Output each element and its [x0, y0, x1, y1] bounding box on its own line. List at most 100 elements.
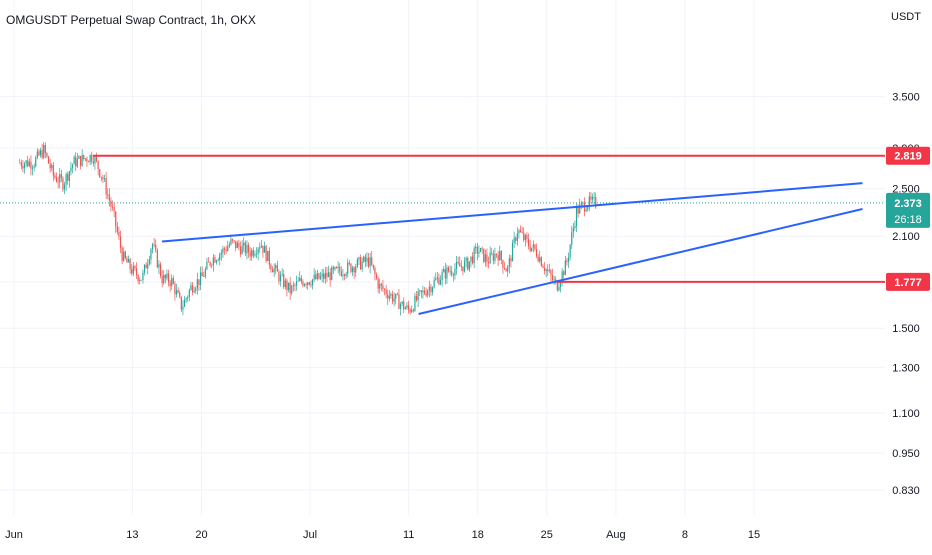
candle-body — [182, 306, 184, 310]
candle-body — [382, 285, 384, 290]
candle-body — [391, 293, 394, 302]
candle-body — [347, 262, 349, 274]
candle-body — [252, 250, 254, 256]
candle-body — [222, 248, 224, 253]
candle-body — [548, 270, 550, 272]
candle-body — [219, 254, 221, 260]
candle-body — [470, 256, 472, 262]
candle-body — [401, 301, 403, 305]
candle-body — [396, 293, 398, 295]
candle-body — [388, 295, 390, 299]
candle-body — [260, 245, 262, 248]
candle-body — [151, 244, 154, 250]
candle-body — [511, 242, 514, 262]
candle-body — [276, 265, 278, 272]
candle-body — [454, 268, 456, 276]
y-tick-label: 1.100 — [892, 408, 920, 420]
candle-body — [118, 231, 120, 237]
candle-body — [459, 263, 461, 267]
candle-body — [270, 264, 272, 270]
candle-body — [489, 252, 491, 264]
candle-body — [247, 244, 250, 253]
candle-body — [423, 290, 426, 294]
upper-trendline[interactable] — [161, 182, 863, 243]
resistance-price-label: 2.819 — [894, 151, 922, 163]
support-price-tag — [886, 272, 930, 291]
candle-body — [398, 294, 400, 309]
candle-body — [158, 264, 160, 268]
candle-body — [65, 174, 67, 185]
candle-body — [185, 298, 187, 300]
candle-body — [286, 280, 288, 291]
candle-body — [25, 160, 27, 164]
candle-body — [428, 286, 430, 291]
candle-body — [484, 254, 486, 262]
candle-body — [369, 257, 371, 267]
candle-body — [223, 248, 226, 250]
candle-body — [380, 283, 382, 286]
candle-body — [273, 268, 275, 273]
candle-body — [319, 276, 322, 279]
candle-body — [183, 299, 186, 307]
candle-body — [574, 225, 576, 228]
resistance-price-tag — [886, 146, 930, 165]
candle-body — [241, 245, 243, 255]
candle-body — [438, 277, 440, 285]
candle-body — [97, 160, 99, 170]
candle-body — [479, 248, 482, 252]
candle-body — [500, 251, 502, 261]
candle-body — [355, 266, 357, 273]
candle-body — [103, 178, 106, 180]
candle-body — [519, 230, 522, 233]
candle-body — [36, 151, 38, 158]
candle-body — [427, 290, 429, 296]
x-tick-label: 8 — [682, 529, 688, 541]
lower-trendline[interactable] — [418, 208, 863, 315]
candle-body — [228, 244, 230, 247]
candle-body — [100, 176, 102, 178]
candle-body — [254, 253, 256, 256]
candle-body — [190, 285, 192, 290]
candle-body — [267, 250, 269, 261]
candle-body — [339, 266, 341, 272]
candle-body — [356, 259, 358, 267]
candle-body — [465, 257, 467, 262]
candle-body — [457, 261, 459, 264]
candle-body — [451, 271, 453, 275]
candle-body — [467, 257, 469, 270]
candle-body — [593, 197, 595, 198]
candle-body — [33, 166, 35, 168]
candle-body — [353, 267, 355, 273]
candle-body — [19, 162, 21, 164]
candle-body — [73, 156, 75, 165]
candle-body — [295, 281, 298, 286]
candle-body — [305, 284, 307, 286]
candle-body — [263, 245, 266, 253]
candle-body — [236, 242, 238, 249]
candle-body — [86, 158, 88, 162]
candle-body — [110, 200, 112, 207]
candle-body — [174, 283, 176, 295]
candle-body — [486, 254, 488, 263]
candle-body — [294, 285, 296, 286]
candle-body — [566, 260, 568, 262]
candle-body — [95, 156, 98, 161]
candle-body — [115, 211, 117, 227]
candle-body — [455, 261, 458, 269]
candle-body — [67, 174, 69, 181]
candle-body — [22, 166, 24, 169]
candle-body — [193, 290, 195, 293]
candle-body — [204, 269, 206, 277]
candle-body — [102, 177, 104, 180]
candle-body — [443, 269, 445, 273]
candle-body — [588, 196, 590, 207]
candle-body — [271, 269, 274, 273]
candle-body — [105, 178, 107, 195]
candle-body — [123, 251, 125, 261]
candle-body — [476, 246, 478, 254]
candle-body — [60, 174, 62, 179]
candle-body — [446, 267, 448, 279]
candle-body — [323, 273, 325, 279]
